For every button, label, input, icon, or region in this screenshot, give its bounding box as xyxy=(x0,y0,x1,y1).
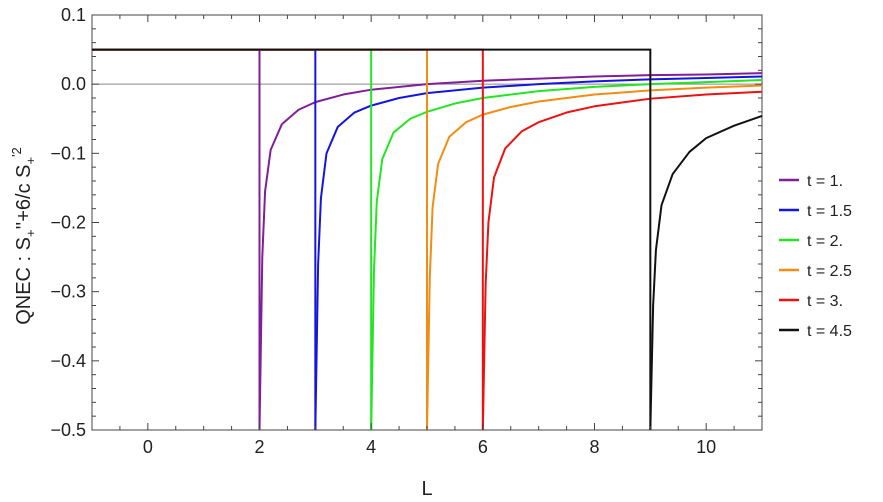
series-line-curve xyxy=(370,79,763,431)
legend-label: t = 4.5 xyxy=(807,323,852,340)
series-line-plateau xyxy=(92,48,373,430)
legend-label: t = 1. xyxy=(807,173,843,190)
y-tick-label: −0.2 xyxy=(50,213,86,233)
y-axis-title-main: QNEC : S xyxy=(13,237,35,325)
legend: t = 1. t = 1.5 t = 2. t = 2.5 t = 3. t = 4.5 xyxy=(779,173,852,340)
legend-label: t = 1.5 xyxy=(807,203,852,220)
y-tick-label: 0.0 xyxy=(61,74,86,94)
x-tick-label: 0 xyxy=(143,437,153,457)
x-tick-label: 4 xyxy=(366,437,376,457)
series-line-curve xyxy=(314,75,763,431)
y-axis-title-sub1: + xyxy=(23,229,38,237)
y-axis-title: QNEC : S+''+6/c S+'2 xyxy=(9,147,38,325)
y-axis-title-sub2: + xyxy=(23,157,38,165)
y-tick-label: −0.3 xyxy=(50,282,86,302)
series-group xyxy=(92,48,763,431)
y-tick-label: −0.4 xyxy=(50,351,86,371)
series-line-plateau xyxy=(92,48,484,430)
y-tick-label: −0.5 xyxy=(50,420,86,440)
series-line-curve xyxy=(481,90,763,431)
y-axis-title-mid: ''+6/c S xyxy=(13,165,35,230)
y-tick-label: −0.1 xyxy=(50,143,86,163)
x-axis-title: L xyxy=(421,478,432,500)
series-line-plateau xyxy=(92,48,261,430)
x-tick-label: 10 xyxy=(696,437,716,457)
x-tick-label: 6 xyxy=(478,437,488,457)
x-tick-label: 2 xyxy=(254,437,264,457)
series-line-curve xyxy=(426,84,763,431)
ticks-group: 0 2 4 6 8 10 0.1 0.0 −0.1 −0.2 −0.3 −0.4 −0.5 xyxy=(50,5,763,457)
series-line-plateau xyxy=(92,48,317,430)
legend-label: t = 2. xyxy=(807,233,843,250)
legend-label: t = 3. xyxy=(807,293,843,310)
series-line-curve xyxy=(258,72,763,431)
y-axis-title-sup2: '2 xyxy=(9,147,24,157)
y-tick-label: 0.1 xyxy=(61,5,86,25)
legend-label: t = 2.5 xyxy=(807,263,852,280)
series-line-curve xyxy=(649,115,763,431)
x-tick-label: 8 xyxy=(589,437,599,457)
series-line-plateau xyxy=(92,48,652,430)
